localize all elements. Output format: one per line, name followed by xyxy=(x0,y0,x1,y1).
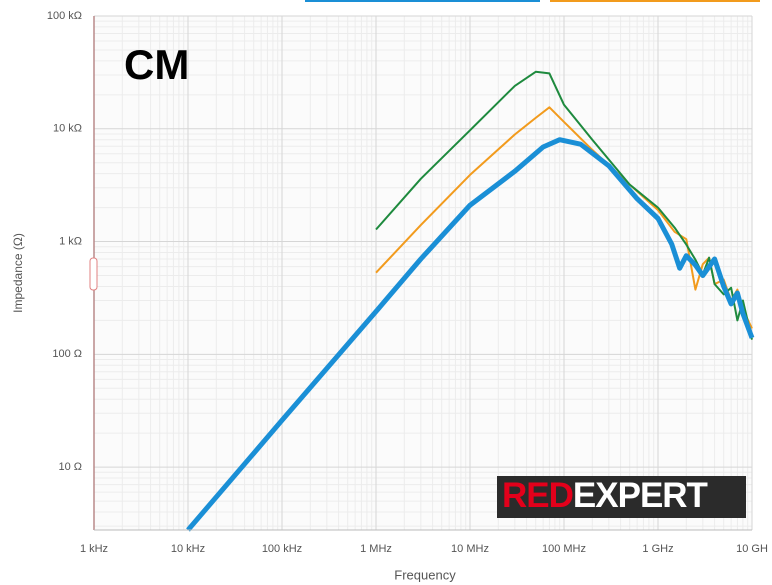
x-tick-label: 10 kHz xyxy=(171,543,205,555)
x-tick-label: 10 MHz xyxy=(451,543,489,555)
y-tick-label: 100 kΩ xyxy=(47,10,82,22)
scroll-handle[interactable] xyxy=(89,257,98,291)
plot-area xyxy=(94,16,752,530)
y-tick-label: 10 Ω xyxy=(58,461,82,473)
series-line xyxy=(186,137,755,532)
x-tick-label: 100 MHz xyxy=(542,543,586,555)
logo-red: RED xyxy=(502,476,573,515)
logo: REDEXPERT xyxy=(502,476,708,515)
y-tick-label: 1 kΩ xyxy=(59,235,82,247)
x-tick-label: 1 GHz xyxy=(642,543,673,555)
annotation: CM xyxy=(124,41,189,88)
y-axis-title: Impedance (Ω) xyxy=(11,233,25,313)
x-axis-title: Frequency xyxy=(394,567,456,582)
x-tick-label: 1 kHz xyxy=(80,543,108,555)
y-tick-label: 100 Ω xyxy=(52,348,82,360)
logo-white: EXPERT xyxy=(573,476,708,515)
series-line xyxy=(375,70,753,340)
x-tick-label: 10 GH xyxy=(736,543,768,555)
y-tick-label: 10 kΩ xyxy=(53,123,82,135)
logo-box xyxy=(497,476,746,518)
x-tick-label: 100 kHz xyxy=(262,543,302,555)
series-lines xyxy=(186,70,755,532)
x-tick-label: 1 MHz xyxy=(360,543,392,555)
